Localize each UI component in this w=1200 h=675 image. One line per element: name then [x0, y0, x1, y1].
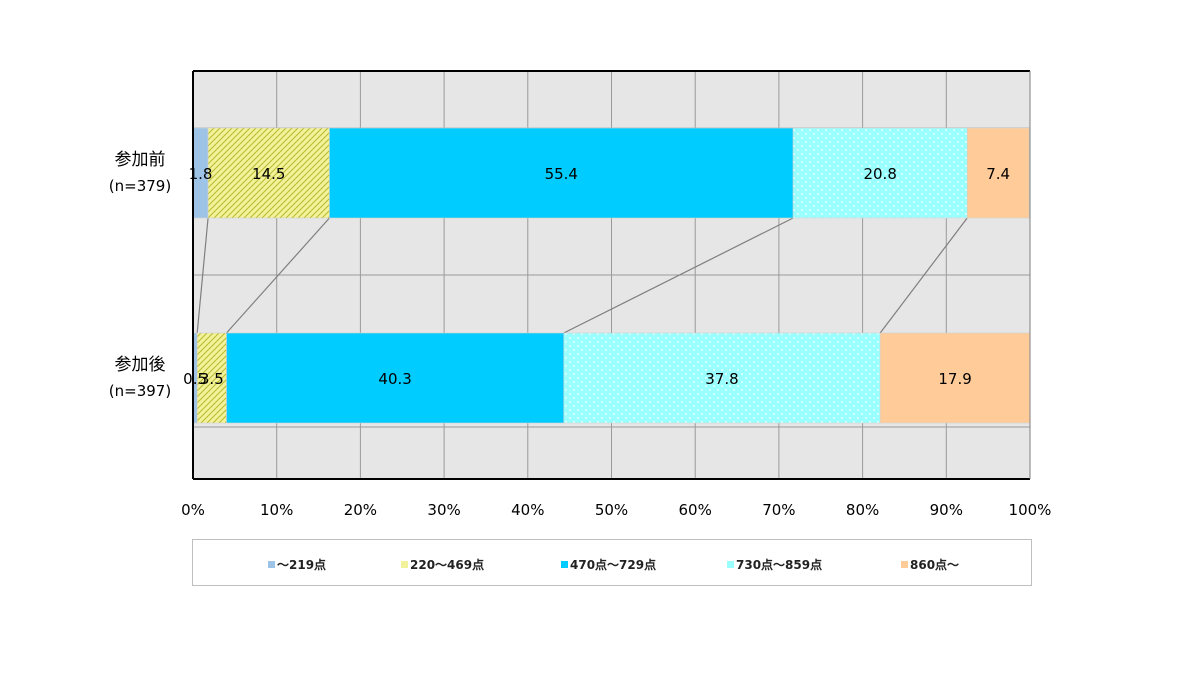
legend-label: 470点～729点: [570, 558, 657, 572]
category-label: 参加後: [115, 355, 166, 375]
legend-label: 860点～: [910, 558, 960, 572]
bar-data-label: 20.8: [863, 165, 896, 183]
legend-item: 730点～859点: [727, 556, 822, 573]
bar-data-label: 3.5: [200, 370, 224, 388]
legend-swatch: [268, 561, 275, 568]
axes: [192, 70, 1031, 480]
bar-segment: [196, 332, 227, 424]
series-connector-line: [563, 217, 794, 334]
series-connector-line: [196, 217, 209, 334]
x-tick-label: 10%: [260, 501, 293, 519]
legend-swatch: [401, 561, 408, 568]
bar-data-label: 0.5: [183, 370, 207, 388]
x-tick-label: 60%: [679, 501, 712, 519]
bar-data-label: 1.8: [189, 165, 213, 183]
x-tick-label: 70%: [762, 501, 795, 519]
x-tick-label: 80%: [846, 501, 879, 519]
bar-segment: [966, 127, 1030, 219]
bars: [192, 127, 1031, 424]
legend-label: 220～469点: [410, 558, 485, 572]
category-label: 参加前: [115, 150, 166, 170]
bar-data-label: 55.4: [545, 165, 578, 183]
legend-item: 470点～729点: [561, 556, 656, 573]
bar-data-label: 37.8: [705, 370, 738, 388]
legend-swatch: [727, 561, 734, 568]
bar-segment: [207, 127, 330, 219]
legend-swatch: [901, 561, 908, 568]
x-tick-label: 20%: [344, 501, 377, 519]
bar-segment: [563, 332, 881, 424]
x-tick-label: 40%: [511, 501, 544, 519]
x-tick-label: 30%: [427, 501, 460, 519]
legend-item: 220～469点: [401, 556, 484, 573]
x-tick-label: 90%: [930, 501, 963, 519]
x-tick-label: 100%: [1009, 501, 1052, 519]
category-label: (n=397): [109, 382, 171, 400]
bar-data-label: 7.4: [986, 165, 1010, 183]
bar-segment: [329, 127, 794, 219]
bar-segment: [792, 127, 968, 219]
bar-data-label: 17.9: [938, 370, 971, 388]
legend-item: ～219点: [268, 556, 326, 573]
legend-item: 860点～: [901, 556, 959, 573]
series-connector-line: [879, 217, 968, 334]
legend-label: ～219点: [277, 558, 327, 572]
data-labels: 1.8 14.5 55.4 20.8 7.4 0.53.5 40.3 37.8 17.9: [183, 165, 1010, 388]
category-label: (n=379): [109, 177, 171, 195]
legend: ～219点 220～469点 470点～729点 730点～859点 860点～: [192, 539, 1032, 586]
connector-lines: [196, 217, 968, 334]
series-connector-line: [226, 217, 330, 334]
legend-swatch: [561, 561, 568, 568]
bar-segment: [226, 332, 565, 424]
legend-label: 730点～859点: [736, 558, 823, 572]
category-labels: 参加前 (n=379) 参加後 (n=397): [109, 150, 171, 400]
x-tick-label: 50%: [595, 501, 628, 519]
bar-data-label: 40.3: [378, 370, 411, 388]
x-tick-labels: 0% 10% 20% 30% 40% 50% 60% 70% 80% 90% 100%: [181, 501, 1051, 519]
bar-segment: [879, 332, 1031, 424]
x-tick-label: 0%: [181, 501, 205, 519]
bar-data-label: 14.5: [252, 165, 285, 183]
